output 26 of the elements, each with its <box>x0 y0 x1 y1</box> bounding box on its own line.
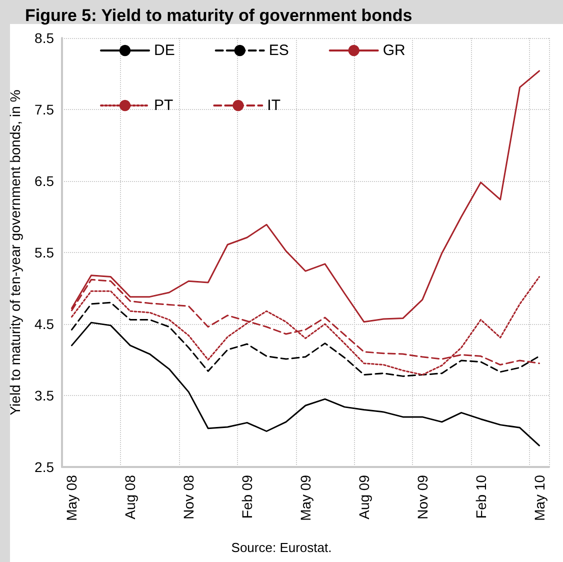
legend-label: DE <box>154 42 175 59</box>
chart-title: Figure 5: Yield to maturity of government bonds <box>25 6 412 25</box>
y-tick-label: 8.5 <box>34 30 54 46</box>
legend-label: GR <box>382 42 406 59</box>
legend-label: ES <box>268 42 289 59</box>
source-note: Source: Eurostat. <box>231 540 332 555</box>
y-tick-label: 5.5 <box>34 244 54 260</box>
x-tick-label: May 10 <box>531 474 548 521</box>
line-series <box>70 302 540 377</box>
y-tick-label: 6.5 <box>34 173 54 189</box>
y-axis-title: Yield to maturity of ten-year government bonds, in % <box>7 90 23 416</box>
y-tick-label: 3.5 <box>34 388 54 404</box>
y-tick-label: 7.5 <box>34 102 54 118</box>
x-tick-label: Aug 08 <box>122 474 138 520</box>
x-tick-label: May 09 <box>298 474 314 521</box>
x-tick-label: Aug 09 <box>356 474 372 520</box>
y-tick-label: 4.5 <box>34 316 54 332</box>
x-tick-label: Nov 09 <box>414 474 430 520</box>
x-tick-label: Feb 09 <box>239 474 256 519</box>
x-tick-label: Nov 08 <box>180 474 197 520</box>
y-tick-label: 2.5 <box>34 459 54 475</box>
legend-label: IT <box>267 97 281 114</box>
legend-label: PT <box>154 97 174 114</box>
x-tick-label: Feb 10 <box>472 474 489 519</box>
x-tick-label: May 08 <box>64 474 80 521</box>
line-series <box>70 322 540 446</box>
